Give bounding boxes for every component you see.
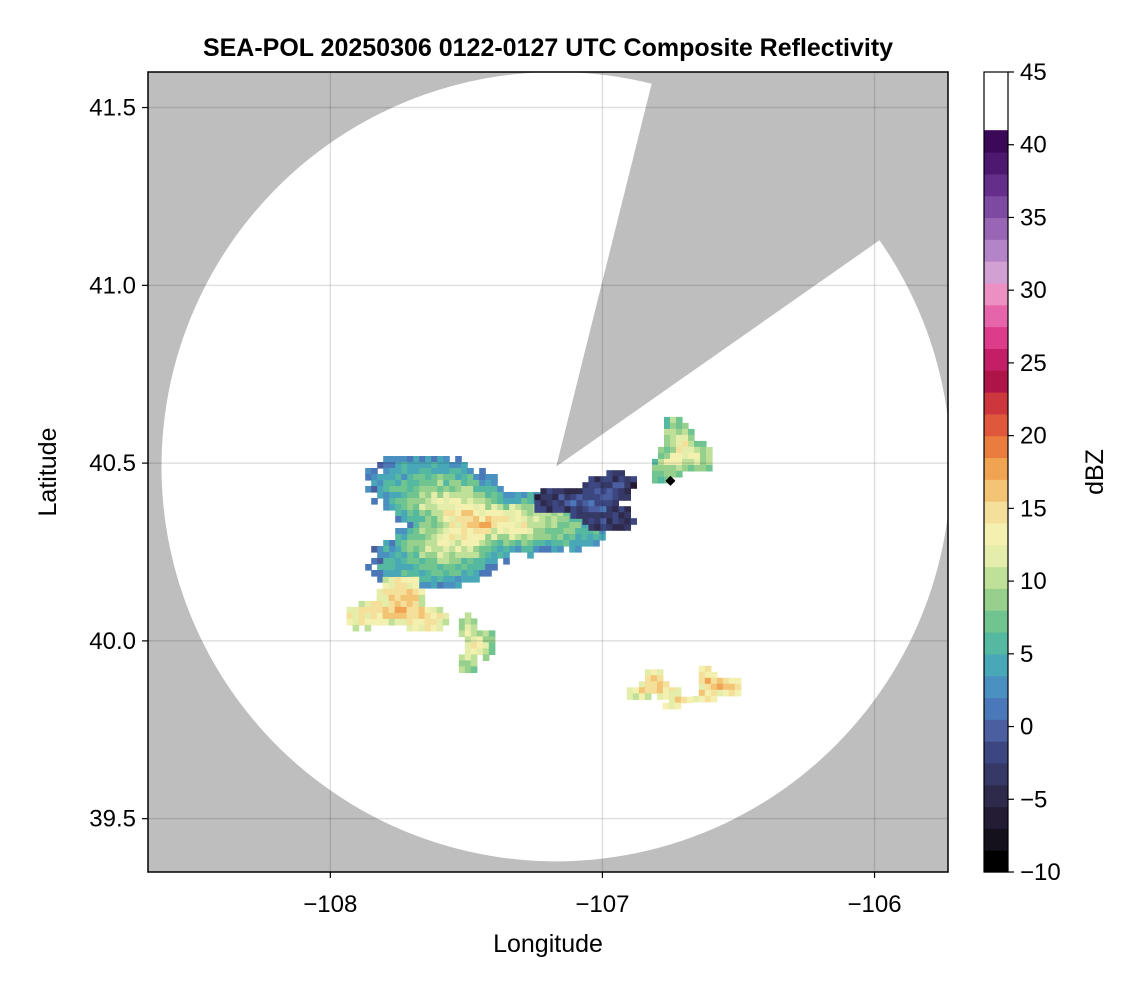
- echo-southeast-cell-b: [692, 665, 742, 703]
- colorbar-band: [984, 152, 1008, 175]
- colorbar-tick-label: 40: [1020, 132, 1047, 159]
- y-tick-label: 40.0: [89, 628, 136, 655]
- colorbar-band: [984, 392, 1008, 415]
- y-tick-label: 39.5: [89, 806, 136, 833]
- colorbar-band: [984, 217, 1008, 240]
- colorbar-tick-label: 15: [1020, 495, 1047, 522]
- x-tick-label: −107: [575, 891, 629, 918]
- colorbar-band: [984, 653, 1008, 677]
- colorbar-band: [984, 522, 1008, 546]
- y-tick-label: 41.0: [89, 272, 136, 299]
- radar-site-marker: [665, 475, 676, 486]
- colorbar-band: [984, 675, 1008, 699]
- colorbar-band: [984, 566, 1008, 589]
- colorbar-band: [984, 719, 1008, 742]
- colorbar-label: dBZ: [1081, 449, 1109, 495]
- colorbar-band: [984, 239, 1008, 262]
- chart-title: SEA-POL 20250306 0122-0127 UTC Composite…: [203, 34, 893, 62]
- colorbar-band: [984, 806, 1008, 829]
- colorbar-tick-label: 35: [1020, 204, 1047, 231]
- reflectivity-echoes: [346, 416, 742, 710]
- colorbar-tick-label: 0: [1020, 714, 1033, 741]
- colorbar-band: [984, 501, 1008, 524]
- echo-west-cell: [346, 576, 450, 632]
- x-tick-label: −106: [847, 891, 901, 918]
- colorbar-band: [984, 762, 1008, 786]
- x-axis-ticks: −108 −107 −106: [303, 872, 902, 918]
- echo-center-cell: [458, 612, 496, 673]
- colorbar-band: [984, 610, 1008, 633]
- colorbar-ticks: −10 −5 0 5 10 15 20 25 30 35 40 45: [1008, 59, 1061, 886]
- colorbar-band: [984, 741, 1008, 764]
- colorbar-tick-label: 5: [1020, 641, 1033, 668]
- colorbar-band: [984, 173, 1008, 197]
- colorbar-band: [984, 850, 1008, 873]
- colorbar-band: [984, 697, 1008, 720]
- y-tick-label: 40.5: [89, 450, 136, 477]
- colorbar-tick-label: 45: [1020, 59, 1047, 86]
- echo-southeast-cell-a: [626, 669, 682, 700]
- plot-frame: [147, 71, 949, 873]
- colorbar-band: [984, 304, 1008, 328]
- y-axis-ticks: 39.5 40.0 40.5 41.0 41.5: [89, 95, 148, 833]
- colorbar-band: [984, 195, 1008, 219]
- colorbar-band: [984, 282, 1008, 306]
- colorbar: −10 −5 0 5 10 15 20 25 30 35 40 45: [983, 59, 1061, 886]
- colorbar-band: [984, 632, 1008, 655]
- colorbar-tick-label: 25: [1020, 350, 1047, 377]
- colorbar-band: [984, 828, 1008, 851]
- radar-coverage-area: [161, 72, 948, 862]
- x-tick-label: −108: [303, 891, 357, 918]
- colorbar-tick-label: −10: [1020, 859, 1061, 886]
- colorbar-band: [984, 261, 1008, 284]
- y-axis-title: Latitude: [34, 428, 62, 517]
- echo-northeast-cell: [652, 416, 713, 484]
- colorbar-band: [984, 544, 1008, 568]
- colorbar-band: [984, 130, 1008, 153]
- colorbar-band: [984, 326, 1008, 349]
- colorbar-tick-label: −5: [1020, 786, 1047, 813]
- x-axis-title: Longitude: [493, 930, 603, 958]
- colorbar-tick-label: 20: [1020, 423, 1047, 450]
- colorbar-band: [984, 784, 1008, 808]
- colorbar-band: [984, 457, 1008, 480]
- colorbar-band: [984, 348, 1008, 371]
- colorbar-band: [984, 435, 1008, 459]
- colorbar-tick-label: 30: [1020, 277, 1047, 304]
- y-tick-label: 41.5: [89, 95, 136, 122]
- colorbar-band: [984, 370, 1008, 393]
- colorbar-band: [984, 588, 1008, 611]
- colorbar-band: [984, 479, 1008, 502]
- echo-southeast-cell-c: [662, 690, 694, 710]
- colorbar-band: [984, 413, 1008, 437]
- echo-northeast-trail: [534, 470, 637, 531]
- grid-lines: [148, 72, 948, 872]
- colorbar-tick-label: 10: [1020, 568, 1047, 595]
